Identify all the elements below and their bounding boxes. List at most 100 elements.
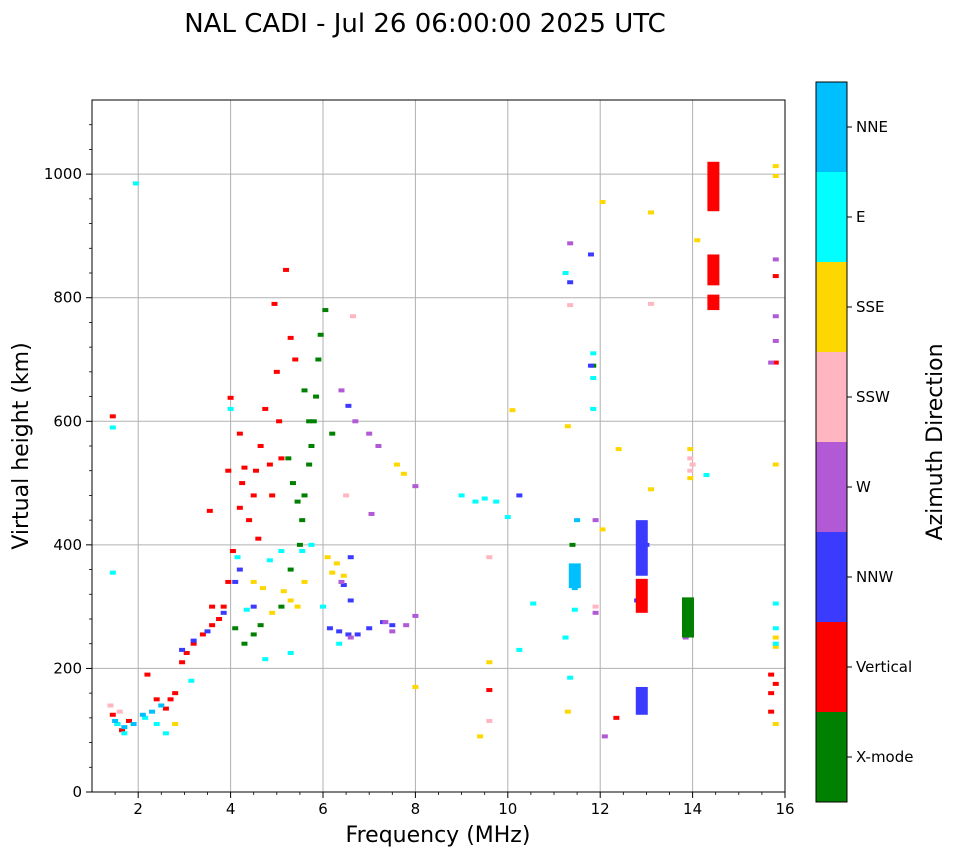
y-tick-label: 600 xyxy=(53,412,82,430)
echo-point-vertical xyxy=(206,508,213,513)
x-axis-label: Frequency (MHz) xyxy=(346,823,531,848)
echo-point-e xyxy=(458,493,465,498)
echo-point-nnw xyxy=(516,493,523,498)
colorbar-tick-label: Vertical xyxy=(856,658,912,676)
echo-point-e xyxy=(320,604,326,609)
echo-point-w xyxy=(338,579,345,584)
echo-point-w xyxy=(368,511,375,516)
echo-point-x-mode xyxy=(329,431,336,436)
x-tick-label: 4 xyxy=(226,800,236,818)
echo-point-e xyxy=(308,542,315,547)
colorbar: X-mode Vertical NNW W SSW SSE E NNE xyxy=(815,81,913,803)
echo-point-w xyxy=(772,257,779,262)
echo-point-w xyxy=(772,314,779,319)
x-tick-label: 2 xyxy=(133,800,143,818)
echo-point-ssw xyxy=(486,718,493,723)
echo-point-e xyxy=(571,607,578,612)
echo-point-nnw xyxy=(366,626,373,631)
echo-point-vertical xyxy=(250,493,257,498)
echo-point-sse xyxy=(340,573,347,578)
echo-point-vertical xyxy=(209,604,216,609)
echo-point-x-mode xyxy=(285,456,292,461)
echo-point-nnw xyxy=(220,610,227,615)
echo-point-w xyxy=(601,734,608,739)
echo-point-vertical xyxy=(109,414,116,419)
echo-point-nnw xyxy=(179,647,186,652)
echo-point-vertical xyxy=(246,518,253,523)
echo-point-x-mode xyxy=(250,632,257,637)
echo-point-x-mode xyxy=(241,641,248,646)
echo-point-e xyxy=(153,722,160,727)
echo-point-x-mode xyxy=(289,481,296,486)
echo-point-sse xyxy=(412,684,419,689)
echo-point-vertical xyxy=(266,462,273,467)
echo-point-vertical xyxy=(271,301,278,306)
echo-point-nnw xyxy=(587,363,594,368)
echo-point-vertical xyxy=(167,697,174,702)
echo-point-sse xyxy=(648,210,655,215)
echo-point-e xyxy=(262,657,269,662)
echo-point-w xyxy=(403,623,410,628)
echo-bar-nnw xyxy=(635,686,648,715)
echo-point-nnw xyxy=(340,583,347,588)
echo-point-nne xyxy=(121,725,128,730)
echo-point-vertical xyxy=(125,718,132,723)
echo-point-sse xyxy=(564,709,571,714)
echo-point-e xyxy=(188,678,195,683)
colorbar-segment xyxy=(816,532,847,622)
echo-point-sse xyxy=(250,579,257,584)
echo-point-sse xyxy=(393,462,400,467)
echo-point-nne xyxy=(130,722,137,727)
x-tick-label: 10 xyxy=(498,800,517,818)
echo-point-vertical xyxy=(257,444,264,448)
x-tick-label: 16 xyxy=(775,800,794,818)
echo-bar-vertical xyxy=(635,578,648,613)
x-tick-label: 12 xyxy=(591,800,610,818)
echo-point-e xyxy=(590,376,597,381)
echo-bar-x-mode xyxy=(681,597,694,638)
echo-point-x-mode xyxy=(308,444,315,448)
echo-bar-nne xyxy=(568,563,581,589)
y-tick-label: 1000 xyxy=(44,165,82,183)
echo-point-vertical xyxy=(199,632,206,637)
echo-point-w xyxy=(352,419,359,424)
echo-point-nnw xyxy=(236,567,243,572)
y-tick-label: 800 xyxy=(53,289,82,307)
echo-point-x-mode xyxy=(299,518,306,523)
echo-point-ssw xyxy=(350,314,357,319)
echo-point-sse xyxy=(772,722,779,727)
echo-point-vertical xyxy=(292,357,299,362)
echo-point-x-mode xyxy=(232,626,239,631)
echo-point-nnw xyxy=(204,629,211,634)
colorbar-tick-label: NNE xyxy=(856,118,888,136)
echo-point-vertical xyxy=(486,688,493,693)
echo-point-sse xyxy=(287,598,294,603)
echo-point-sse xyxy=(172,722,179,727)
echo-point-vertical xyxy=(179,660,186,665)
colorbar-segment xyxy=(816,172,847,262)
echo-point-e xyxy=(516,647,523,652)
echo-point-vertical xyxy=(287,335,294,340)
echo-point-w xyxy=(382,620,389,625)
echo-point-vertical xyxy=(183,650,190,655)
echo-point-vertical xyxy=(241,465,248,470)
echo-point-vertical xyxy=(216,617,223,621)
echo-point-sse xyxy=(772,173,779,178)
colorbar-segment xyxy=(816,442,847,532)
echo-point-vertical xyxy=(269,493,276,498)
echo-point-vertical xyxy=(772,360,779,365)
echo-point-vertical xyxy=(236,505,243,510)
y-tick-label: 0 xyxy=(72,783,82,801)
echo-point-x-mode xyxy=(306,419,313,424)
echo-point-e xyxy=(590,351,597,356)
echo-point-vertical xyxy=(109,712,116,717)
echo-point-vertical xyxy=(613,715,620,720)
echo-point-e xyxy=(493,499,500,504)
echo-point-sse xyxy=(477,734,484,739)
echo-point-e xyxy=(278,549,285,554)
echo-point-sse xyxy=(564,424,571,429)
echo-point-w xyxy=(592,610,599,615)
echo-point-x-mode xyxy=(287,567,294,572)
echo-point-sse xyxy=(615,447,622,452)
echo-point-vertical xyxy=(253,468,260,473)
